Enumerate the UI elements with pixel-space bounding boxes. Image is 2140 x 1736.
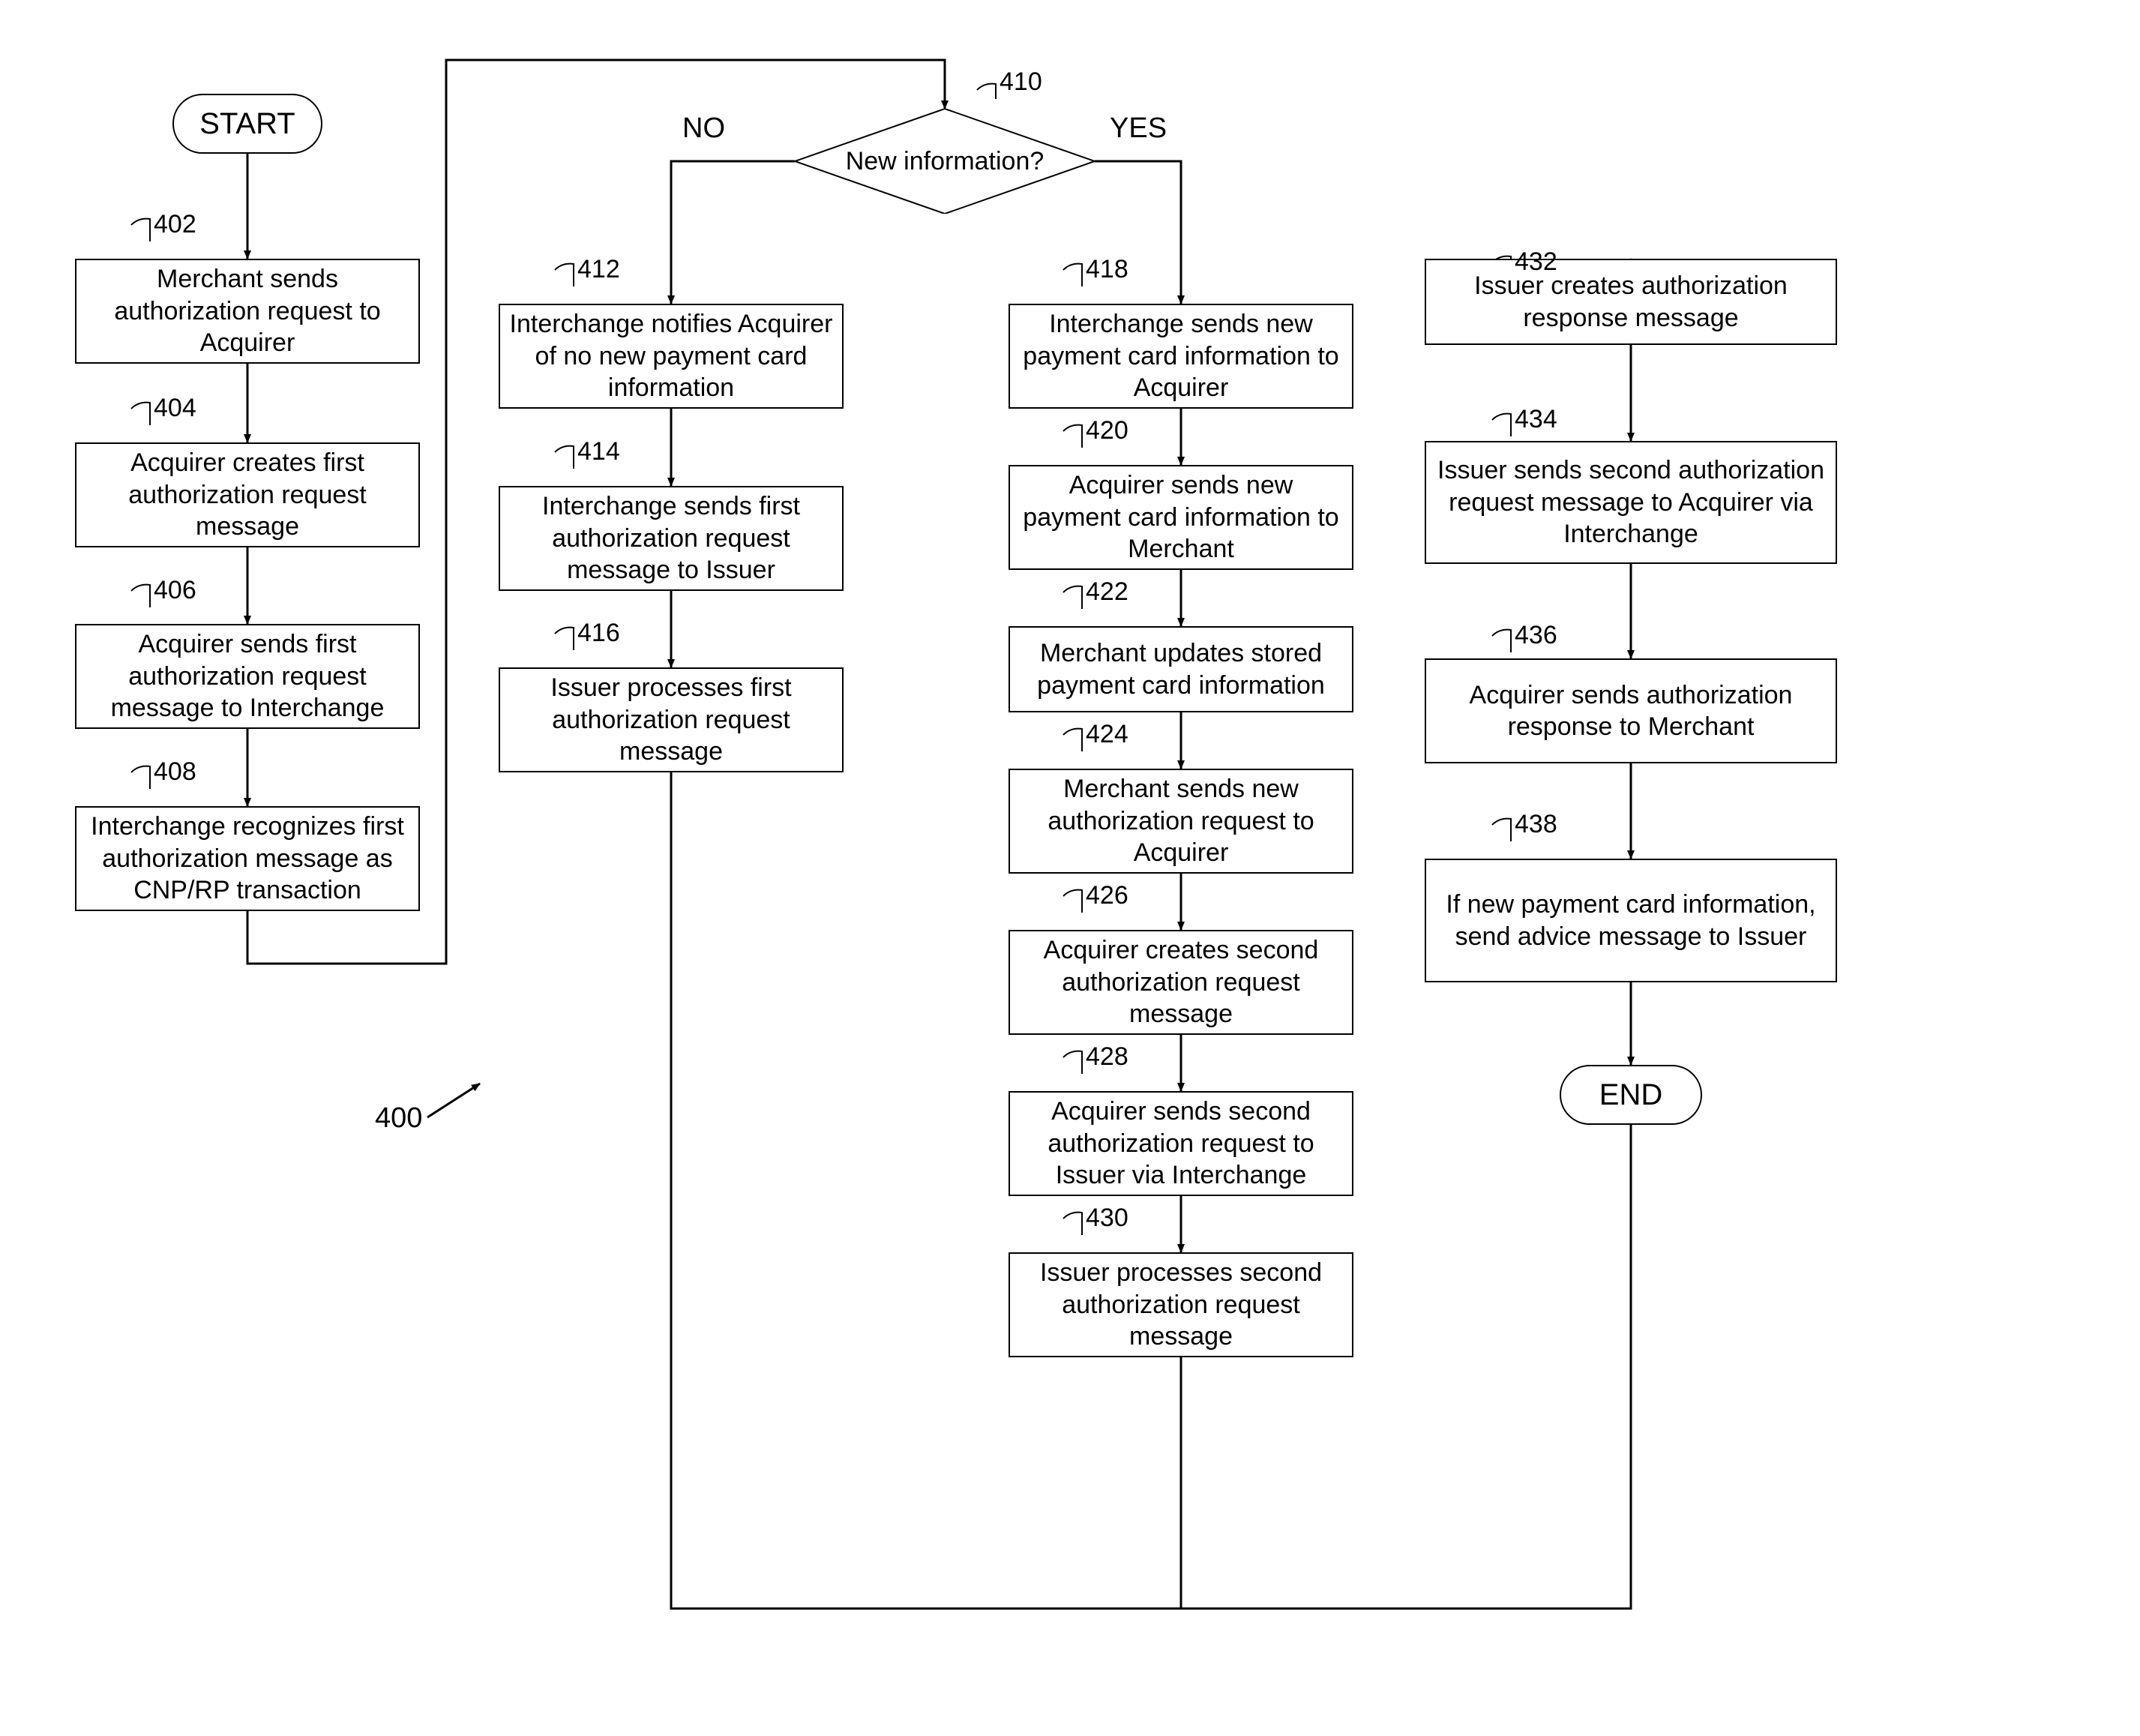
num-416: 416 bbox=[577, 619, 620, 648]
num-420: 420 bbox=[1086, 416, 1128, 445]
node-402: Merchant sends authorization request to … bbox=[75, 259, 420, 364]
start-label: START bbox=[199, 107, 295, 141]
num-406: 406 bbox=[154, 576, 196, 605]
num-402: 402 bbox=[154, 210, 196, 239]
branch-no: NO bbox=[682, 112, 725, 145]
node-408: Interchange recognizes first authorizati… bbox=[75, 806, 420, 911]
num-422: 422 bbox=[1086, 577, 1128, 607]
node-404: Acquirer creates first authorization req… bbox=[75, 442, 420, 547]
node-414: Interchange sends first authorization re… bbox=[499, 486, 844, 591]
start-terminator: START bbox=[172, 94, 322, 154]
node-436: Acquirer sends authorization response to… bbox=[1425, 658, 1837, 763]
node-434: Issuer sends second authorization reques… bbox=[1425, 441, 1837, 564]
node-416: Issuer processes first authorization req… bbox=[499, 667, 844, 772]
num-428: 428 bbox=[1086, 1042, 1128, 1072]
num-438: 438 bbox=[1515, 810, 1557, 839]
num-404: 404 bbox=[154, 394, 196, 423]
decision-label: New information? bbox=[846, 145, 1045, 178]
num-412: 412 bbox=[577, 255, 620, 284]
flowchart-canvas: START New information? 410 NO YES Mercha… bbox=[30, 30, 2110, 1706]
node-432: Issuer creates authorization response me… bbox=[1425, 259, 1837, 345]
node-428: Acquirer sends second authorization requ… bbox=[1009, 1091, 1353, 1196]
num-408: 408 bbox=[154, 757, 196, 787]
diagram-number: 400 bbox=[375, 1102, 422, 1135]
num-418: 418 bbox=[1086, 255, 1128, 284]
node-430: Issuer processes second authorization re… bbox=[1009, 1252, 1353, 1357]
node-438: If new payment card information, send ad… bbox=[1425, 859, 1837, 982]
num-432: 432 bbox=[1515, 247, 1557, 277]
decision-num: 410 bbox=[1000, 67, 1042, 97]
node-412: Interchange notifies Acquirer of no new … bbox=[499, 304, 844, 409]
num-426: 426 bbox=[1086, 881, 1128, 910]
node-422: Merchant updates stored payment card inf… bbox=[1009, 626, 1353, 712]
num-424: 424 bbox=[1086, 720, 1128, 749]
branch-yes: YES bbox=[1110, 112, 1167, 145]
node-420: Acquirer sends new payment card informat… bbox=[1009, 465, 1353, 570]
decision-new-information: New information? bbox=[795, 109, 1095, 214]
num-414: 414 bbox=[577, 437, 620, 466]
num-434: 434 bbox=[1515, 405, 1557, 434]
node-418: Interchange sends new payment card infor… bbox=[1009, 304, 1353, 409]
node-406: Acquirer sends first authorization reque… bbox=[75, 624, 420, 729]
end-label: END bbox=[1599, 1078, 1662, 1112]
end-terminator: END bbox=[1560, 1065, 1702, 1125]
node-426: Acquirer creates second authorization re… bbox=[1009, 930, 1353, 1035]
node-424: Merchant sends new authorization request… bbox=[1009, 769, 1353, 874]
num-430: 430 bbox=[1086, 1204, 1128, 1233]
num-436: 436 bbox=[1515, 621, 1557, 650]
